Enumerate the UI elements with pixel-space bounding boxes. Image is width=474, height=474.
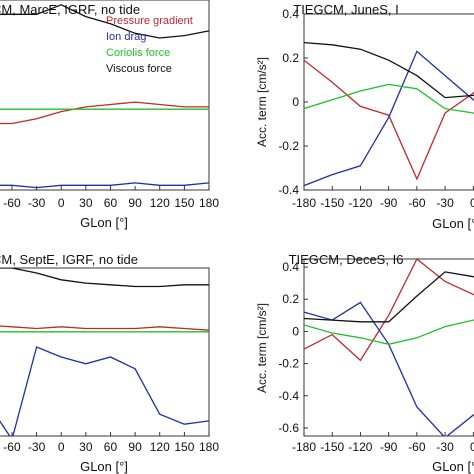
x-tick-label: -30 bbox=[436, 440, 454, 454]
x-ticks: -180 -150 -120 -90 -60 -30 0 bbox=[292, 186, 474, 210]
series-lines bbox=[304, 41, 474, 187]
series-line-pressure-gradient bbox=[0, 101, 209, 125]
panel-bottom-left: CM, SeptE, IGRF, no tide -60 -30 0 30 60 90 12… bbox=[0, 252, 219, 474]
x-tick-label: -60 bbox=[3, 440, 21, 454]
y-tick-label: -0.4 bbox=[278, 183, 299, 197]
series-line-ion-drag bbox=[304, 301, 474, 436]
x-tick-label: -150 bbox=[320, 440, 344, 454]
x-tick-label: -120 bbox=[348, 440, 372, 454]
y-tick-label: 0.4 bbox=[282, 7, 299, 21]
series-line-ion-drag bbox=[0, 182, 209, 189]
legend-entry: Pressure gradient bbox=[106, 15, 193, 27]
y-tick-label: -0.2 bbox=[278, 357, 299, 371]
y-tick-label: -0.4 bbox=[278, 389, 299, 403]
x-axis-label: GLon [°] bbox=[432, 459, 474, 474]
x-axis-label: GLon [°] bbox=[432, 216, 474, 231]
x-tick-label: 0 bbox=[58, 196, 65, 210]
y-tick-label: 0 bbox=[292, 95, 299, 109]
x-tick-label: 60 bbox=[104, 440, 118, 454]
x-tick-label: 150 bbox=[174, 196, 194, 210]
x-ticks: -180 -150 -120 -90 -60 -30 0 bbox=[292, 432, 474, 454]
panel-top-left: CM, MarcE, IGRF, no tide -60 -30 0 30 60 90 12… bbox=[0, 0, 219, 230]
series-lines bbox=[0, 268, 209, 436]
x-ticks: -60 -30 0 30 60 90 120 150 180 bbox=[3, 186, 219, 210]
y-tick-label: -0.6 bbox=[278, 421, 299, 435]
x-tick-label: 120 bbox=[150, 196, 170, 210]
y-tick-label: 0.2 bbox=[282, 292, 299, 306]
series-line-coriolis-force bbox=[304, 319, 474, 345]
panel-bottom-right: TIEGCM, DeceS, I6 -0.6 -0.4 -0.2 0 0.2 0.4 -1… bbox=[255, 252, 474, 474]
x-tick-label: 0 bbox=[470, 440, 474, 454]
y-tick-label: 0.4 bbox=[282, 260, 299, 274]
x-tick-label: 0 bbox=[58, 440, 65, 454]
y-ticks: -0.4 -0.2 0 0.2 0.4 bbox=[278, 7, 308, 197]
x-tick-label: -30 bbox=[28, 196, 46, 210]
plot-area bbox=[303, 258, 474, 437]
y-axis-label: Acc. term [cm/s²] bbox=[255, 303, 269, 393]
x-tick-label: -60 bbox=[408, 196, 426, 210]
panel-title: CM, SeptE, IGRF, no tide bbox=[0, 252, 138, 267]
panel-top-right: TIEGCM, JuneS, I -0.4 -0.2 0 0.2 0.4 -180 -15… bbox=[255, 2, 474, 231]
plot-area bbox=[303, 13, 474, 191]
legend: Pressure gradient Ion drag Coriolis forc… bbox=[106, 15, 193, 75]
legend-entry: Viscous force bbox=[106, 63, 172, 75]
series-lines bbox=[0, 4, 209, 189]
x-tick-label: -60 bbox=[408, 440, 426, 454]
x-tick-label: 180 bbox=[199, 440, 219, 454]
series-line-coriolis-force bbox=[304, 83, 474, 114]
series-line-viscous-force bbox=[0, 4, 209, 39]
series-line-pressure-gradient bbox=[0, 325, 209, 331]
plot-area bbox=[0, 267, 210, 437]
legend-entry: Ion drag bbox=[106, 31, 146, 43]
y-ticks: -0.6 -0.4 -0.2 0 0.2 0.4 bbox=[278, 260, 308, 435]
series-line-ion-drag bbox=[0, 346, 209, 436]
x-tick-label: -150 bbox=[320, 196, 344, 210]
x-tick-label: -60 bbox=[3, 196, 21, 210]
series-lines bbox=[304, 259, 474, 436]
x-tick-label: 150 bbox=[174, 440, 194, 454]
x-axis-label: GLon [°] bbox=[80, 215, 128, 230]
x-tick-label: -30 bbox=[436, 196, 454, 210]
x-tick-label: -90 bbox=[380, 440, 398, 454]
panel-title: TIEGCM, JuneS, I bbox=[293, 2, 398, 17]
series-line-pressure-gradient bbox=[304, 259, 474, 362]
x-tick-label: 30 bbox=[79, 440, 93, 454]
series-line-viscous-force bbox=[304, 271, 474, 323]
x-axis-label: GLon [°] bbox=[80, 459, 128, 474]
legend-entry: Coriolis force bbox=[106, 47, 170, 59]
x-tick-label: 180 bbox=[199, 196, 219, 210]
x-tick-label: 90 bbox=[128, 440, 142, 454]
series-line-viscous-force bbox=[304, 41, 474, 99]
x-tick-label: 60 bbox=[104, 196, 118, 210]
x-tick-label: 30 bbox=[79, 196, 93, 210]
x-tick-label: 0 bbox=[470, 196, 474, 210]
x-tick-label: -120 bbox=[348, 196, 372, 210]
panel-title: TIEGCM, DeceS, I6 bbox=[289, 252, 404, 267]
x-tick-label: -180 bbox=[292, 440, 316, 454]
x-tick-label: -180 bbox=[292, 196, 316, 210]
x-ticks: -60 -30 0 30 60 90 120 150 180 bbox=[3, 432, 219, 454]
x-tick-label: -30 bbox=[28, 440, 46, 454]
y-tick-label: 0 bbox=[292, 324, 299, 338]
y-tick-label: -0.2 bbox=[278, 139, 299, 153]
x-tick-label: 120 bbox=[150, 440, 170, 454]
x-tick-label: -90 bbox=[380, 196, 398, 210]
series-line-viscous-force bbox=[0, 268, 209, 288]
plot-area bbox=[0, 0, 210, 191]
y-tick-label: 0.2 bbox=[282, 51, 299, 65]
series-line-ion-drag bbox=[304, 50, 474, 187]
x-tick-label: 90 bbox=[128, 196, 142, 210]
y-axis-label: Acc. term [cm/s²] bbox=[255, 57, 269, 147]
